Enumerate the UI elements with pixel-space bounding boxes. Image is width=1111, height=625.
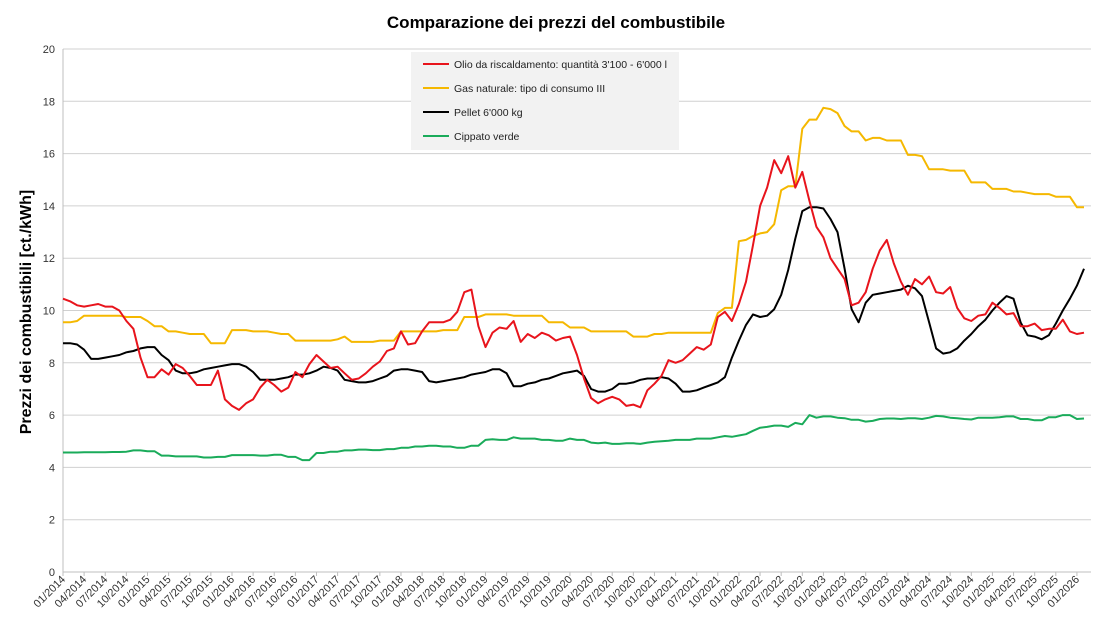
legend-label: Cippato verde (454, 131, 520, 143)
chart-title: Comparazione dei prezzi del combustibile (387, 13, 725, 32)
y-tick-label: 20 (43, 44, 55, 56)
y-tick-label: 12 (43, 253, 55, 265)
series-lines (62, 106, 1085, 462)
y-tick-label: 2 (49, 515, 55, 527)
y-tick-label: 4 (49, 462, 55, 474)
series-line-4 (63, 414, 1085, 462)
y-tick-label: 16 (43, 149, 55, 161)
y-tick-label: 14 (43, 201, 55, 213)
series-line-2 (63, 106, 1084, 345)
y-tick-label: 6 (49, 410, 55, 422)
legend-label: Gas naturale: tipo di consumo III (454, 83, 605, 95)
y-axis-label: Prezzi dei combustibili [ct./kWh] (18, 190, 35, 434)
legend-label: Olio da riscaldamento: quantità 3'100 - … (454, 59, 667, 71)
legend-label: Pellet 6'000 kg (454, 107, 523, 119)
legend-box (411, 52, 679, 150)
y-tick-label: 10 (43, 306, 55, 318)
legend: Olio da riscaldamento: quantità 3'100 - … (411, 52, 679, 150)
y-tick-label: 18 (43, 96, 55, 108)
series-line-1 (62, 155, 1085, 411)
y-tick-label: 8 (49, 358, 55, 370)
y-tick-label: 0 (49, 567, 55, 579)
series-line-3 (63, 206, 1085, 393)
